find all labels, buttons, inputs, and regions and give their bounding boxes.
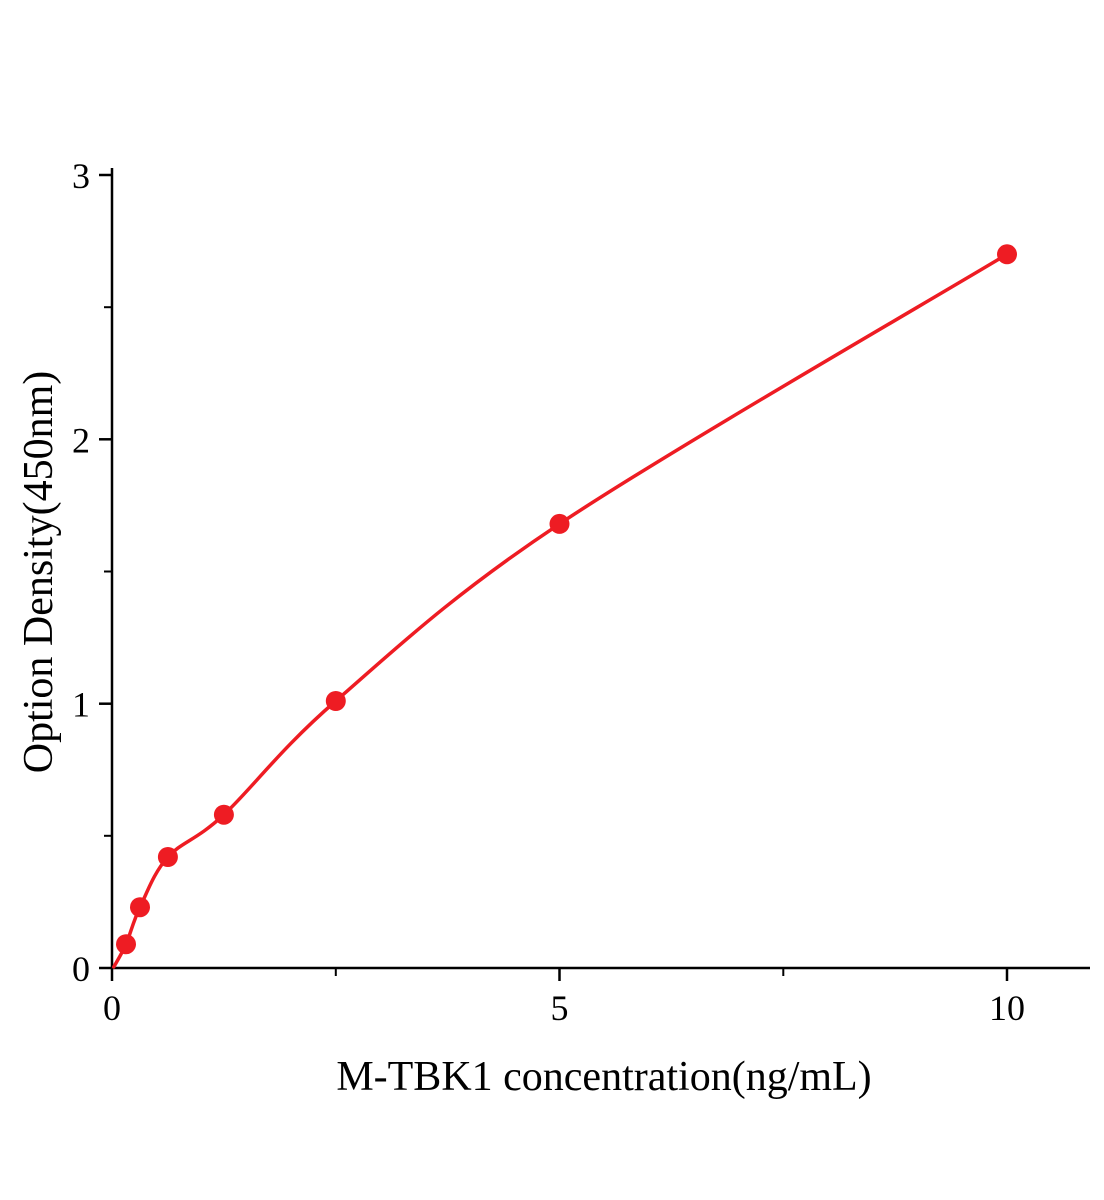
x-axis-title: M-TBK1 concentration(ng/mL) [336,1054,871,1100]
x-tick-label: 0 [103,988,121,1028]
data-point-marker [549,513,570,534]
y-tick-label: 1 [72,685,90,725]
data-point-marker [997,244,1017,265]
data-point-marker [157,847,178,867]
y-tick-label: 3 [72,156,90,196]
data-point-marker [130,897,150,918]
ticks-group [99,173,1009,981]
data-point-marker [325,691,346,711]
data-point-marker [213,804,234,825]
data-point-marker [116,934,136,955]
y-axis-title: Option Density(450nm) [16,371,62,773]
x-tick-label: 5 [551,988,569,1028]
y-tick-label: 2 [72,420,90,460]
tick-labels-group: 0 5 10 0 1 2 3 [72,156,1025,1028]
standard-curve-line [112,252,1009,969]
x-tick-label: 10 [989,988,1025,1028]
axes-group [110,168,1090,970]
series-group [112,244,1017,969]
y-tick-label: 0 [72,949,90,989]
